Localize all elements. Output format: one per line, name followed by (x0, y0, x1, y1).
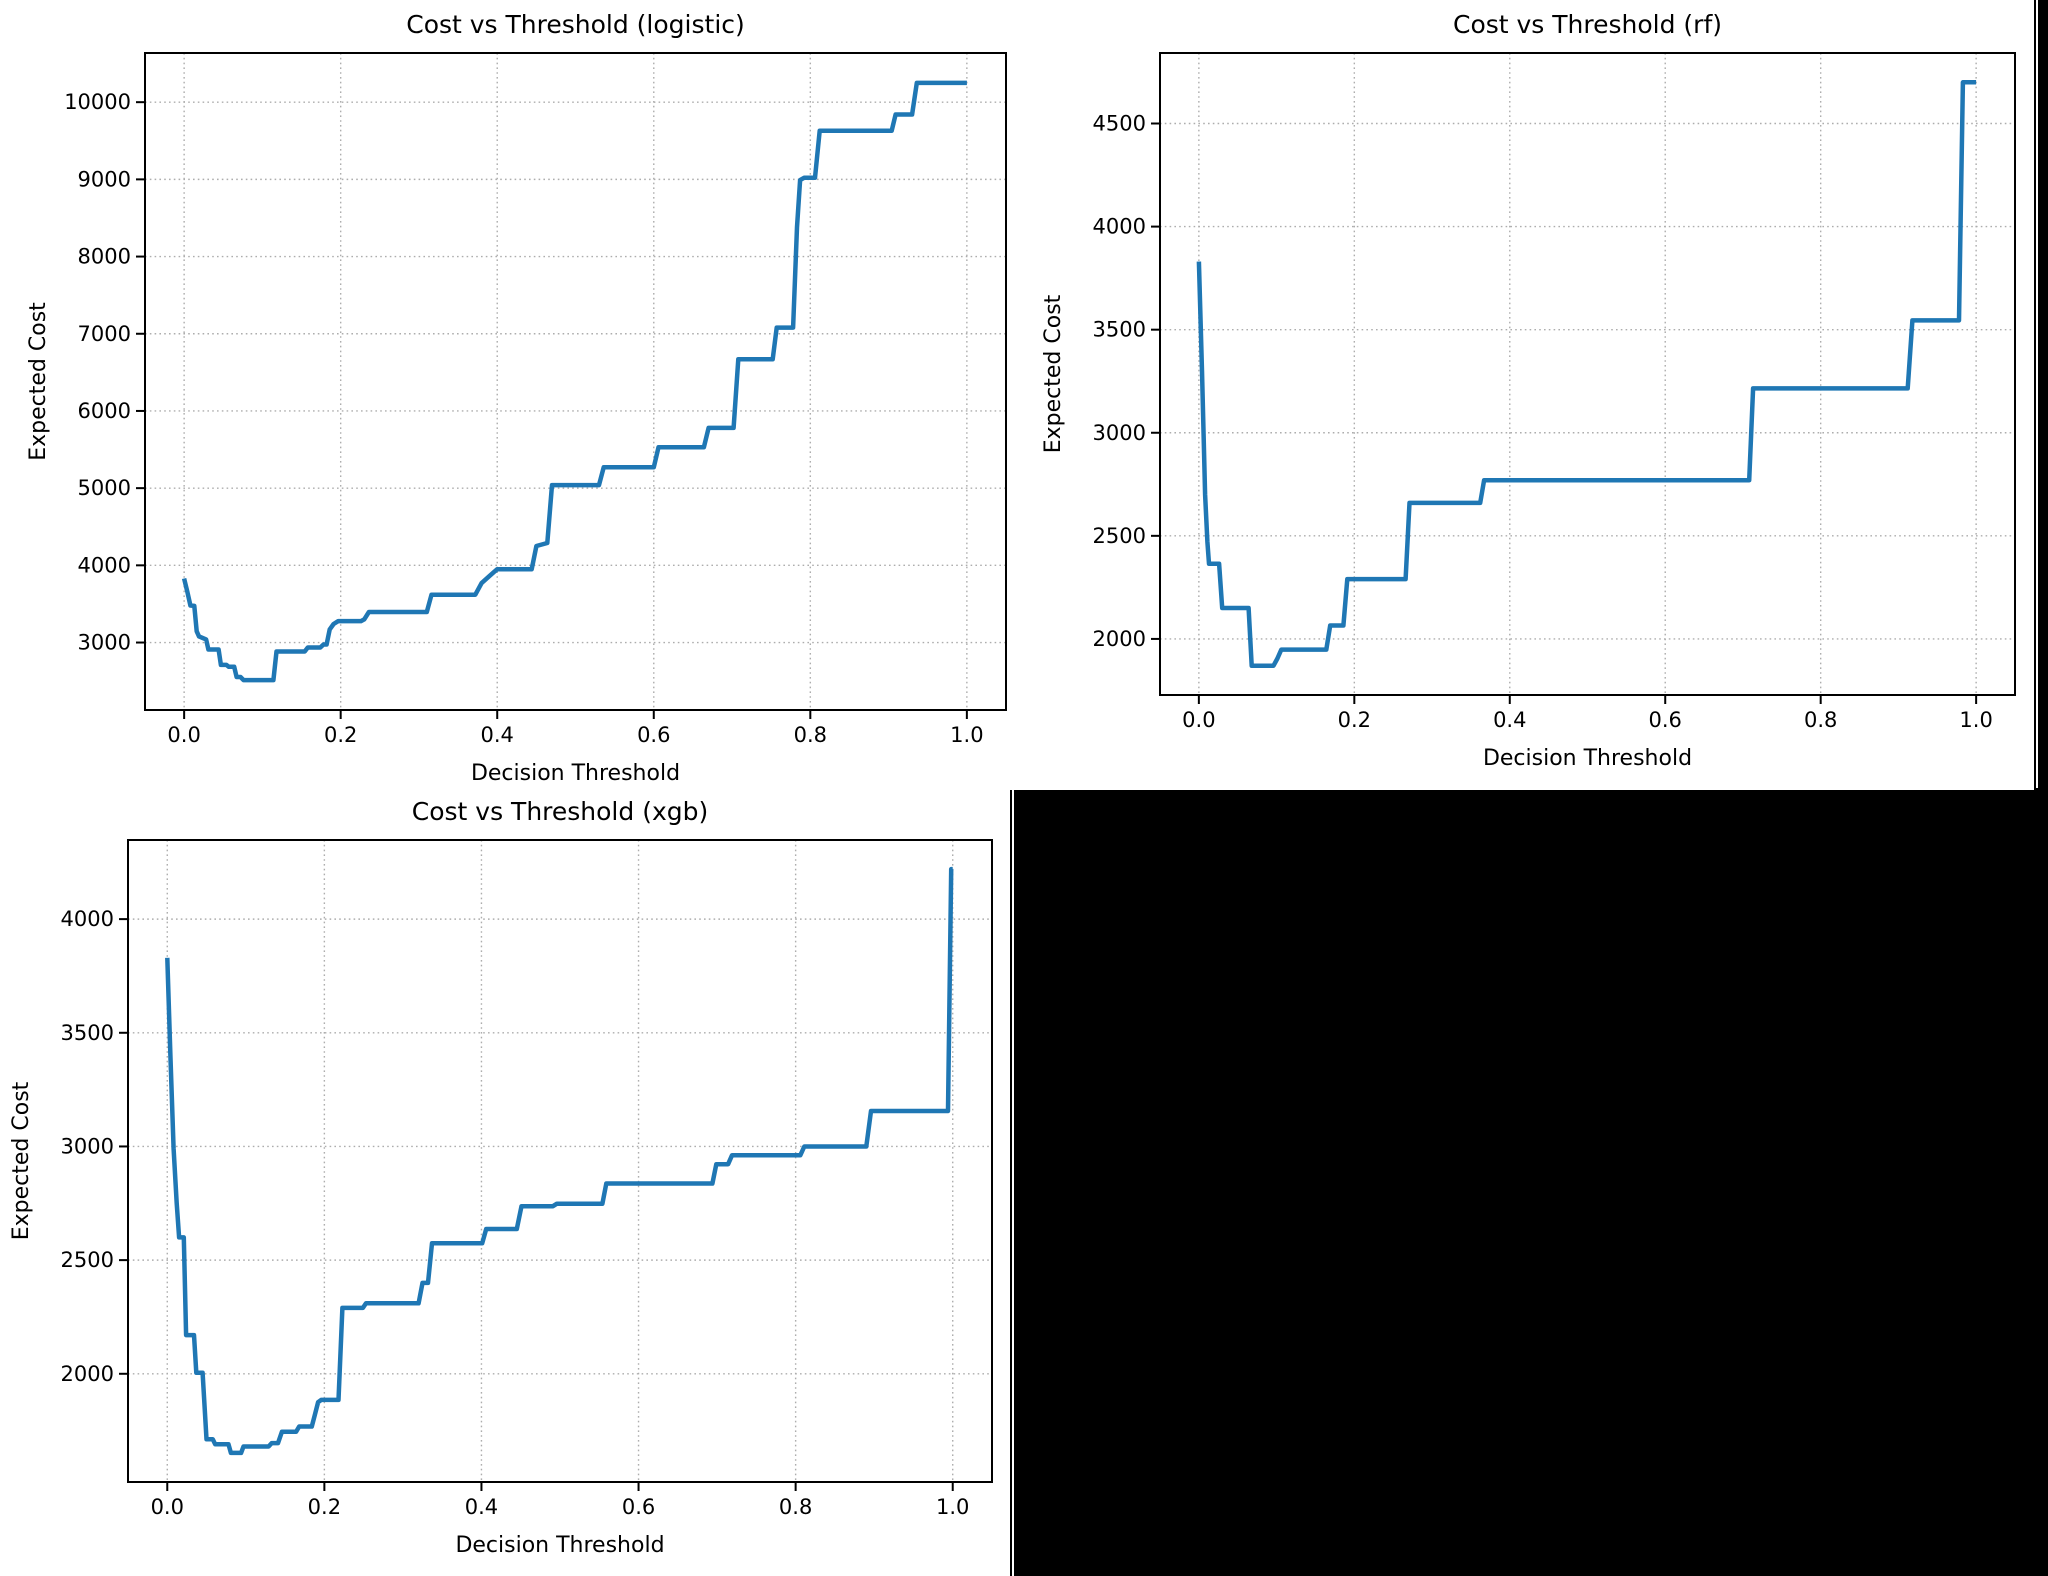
cost-curve-line (181, 80, 967, 683)
x-axis: 0.0 0.2 0.4 0.6 0.8 1.0 (151, 1482, 969, 1519)
window-edge-highlight (2036, 0, 2038, 788)
cost-curve-line (165, 866, 954, 1456)
x-tick-label: 0.8 (794, 723, 827, 747)
y-tick-label: 3000 (78, 631, 131, 655)
axes-spines (127, 839, 993, 1483)
x-tick-label: 0.0 (151, 1495, 184, 1519)
y-tick-label: 3500 (61, 1021, 114, 1045)
x-tick-label: 1.0 (950, 723, 983, 747)
x-tick-label: 1.0 (1959, 708, 1992, 732)
window-edge-highlight (1012, 790, 1014, 1576)
cost-curve-line (1196, 80, 1977, 668)
y-tick-label: 9000 (78, 167, 131, 191)
x-tick-label: 0.0 (167, 723, 200, 747)
y-tick-label: 7000 (78, 322, 131, 346)
y-tick-label: 4000 (61, 907, 114, 931)
y-axis: 2000 2500 3000 3500 4000 4500 (1093, 112, 1160, 651)
figure-bottom-background (0, 790, 1010, 1576)
x-tick-label: 0.4 (481, 723, 514, 747)
y-tick-label: 3000 (61, 1134, 114, 1158)
y-tick-label: 6000 (78, 399, 131, 423)
y-axis-label: Expected Cost (9, 1081, 34, 1240)
grid-lines (128, 840, 992, 1482)
x-tick-label: 0.2 (324, 723, 357, 747)
y-tick-label: 5000 (78, 476, 131, 500)
x-axis: 0.0 0.2 0.4 0.6 0.8 1.0 (167, 710, 984, 747)
x-tick-label: 0.8 (1804, 708, 1837, 732)
y-tick-label: 8000 (78, 245, 131, 269)
axes-spines (144, 52, 1007, 711)
x-axis: 0.0 0.2 0.4 0.6 0.8 1.0 (1182, 695, 1993, 732)
y-tick-label: 3000 (1093, 421, 1146, 445)
y-tick-label: 10000 (64, 90, 131, 114)
y-tick-label: 4000 (1093, 215, 1146, 239)
y-axis: 3000 4000 5000 6000 7000 8000 9000 10000 (64, 90, 145, 655)
x-tick-label: 0.6 (637, 723, 670, 747)
y-axis-label: Expected Cost (1041, 294, 1066, 453)
x-tick-label: 0.2 (1338, 708, 1371, 732)
y-tick-label: 2500 (1093, 524, 1146, 548)
chart-cost-vs-threshold-xgb: 0.0 0.2 0.4 0.6 0.8 1.0 2000 2500 3000 3500 4000 Co… (9, 797, 993, 1558)
x-axis-label: Decision Threshold (471, 761, 680, 786)
x-tick-label: 0.4 (1493, 708, 1526, 732)
grid-lines (145, 53, 1006, 710)
y-tick-label: 2500 (61, 1248, 114, 1272)
y-tick-label: 3500 (1093, 318, 1146, 342)
x-axis-label: Decision Threshold (455, 1533, 664, 1558)
x-tick-label: 0.6 (622, 1495, 655, 1519)
x-tick-label: 0.8 (779, 1495, 812, 1519)
figure-top-background (0, 0, 2034, 790)
y-tick-label: 4000 (78, 553, 131, 577)
chart-title: Cost vs Threshold (xgb) (412, 797, 708, 826)
axes-spines (1159, 52, 2016, 696)
chart-title: Cost vs Threshold (logistic) (406, 10, 745, 39)
chart-cost-vs-threshold-rf: 0.0 0.2 0.4 0.6 0.8 1.0 2000 2500 3000 3500 4000 45… (1041, 10, 2016, 771)
y-tick-label: 2000 (1093, 627, 1146, 651)
empty-panel (1010, 790, 2048, 1576)
y-axis-label: Expected Cost (26, 302, 51, 461)
x-tick-label: 0.4 (465, 1495, 498, 1519)
y-tick-label: 4500 (1093, 112, 1146, 136)
y-tick-label: 2000 (61, 1362, 114, 1386)
x-tick-label: 0.0 (1182, 708, 1215, 732)
x-tick-label: 0.6 (1649, 708, 1682, 732)
x-tick-label: 1.0 (936, 1495, 969, 1519)
x-tick-label: 0.2 (308, 1495, 341, 1519)
chart-title: Cost vs Threshold (rf) (1453, 10, 1722, 39)
chart-cost-vs-threshold-logistic: 0.0 0.2 0.4 0.6 0.8 1.0 3000 4000 5000 6000 7000 80… (26, 10, 1007, 786)
x-axis-label: Decision Threshold (1483, 746, 1692, 771)
grid-lines (1160, 53, 2015, 695)
y-axis: 2000 2500 3000 3500 4000 (61, 907, 128, 1386)
